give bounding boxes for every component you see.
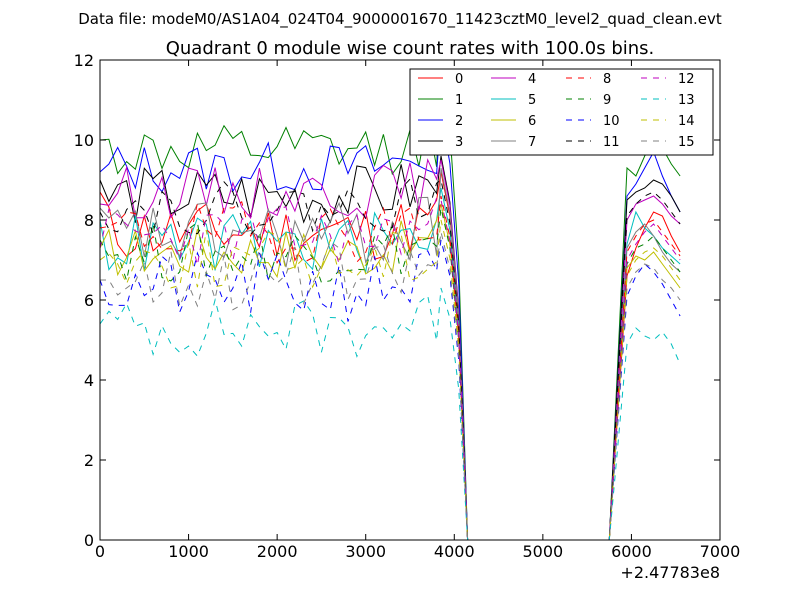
legend-label-4: 4 <box>528 72 536 87</box>
x-tick-label: 6000 <box>611 542 652 561</box>
x-tick-label: 7000 <box>700 542 741 561</box>
legend-label-2: 2 <box>455 114 463 129</box>
y-tick-label: 2 <box>84 451 94 470</box>
chart-title: Quadrant 0 module wise count rates with … <box>166 38 655 59</box>
legend-label-8: 8 <box>603 72 611 87</box>
y-tick-label: 6 <box>84 291 94 310</box>
plot-frame <box>99 59 721 541</box>
legend-label-13: 13 <box>678 93 695 108</box>
x-tick-label: 1000 <box>168 542 209 561</box>
x-tick-label: 3000 <box>345 542 386 561</box>
x-tick-label: 0 <box>95 542 105 561</box>
legend-label-0: 0 <box>455 72 463 87</box>
x-tick-label: 2000 <box>257 542 298 561</box>
y-tick-label: 8 <box>84 211 94 230</box>
figure-suptitle: Data file: modeM0/AS1A04_024T04_90000016… <box>78 10 722 29</box>
legend-label-11: 11 <box>603 135 620 150</box>
legend-label-3: 3 <box>455 135 463 150</box>
legend-label-5: 5 <box>528 93 536 108</box>
series-line-15 <box>100 231 681 541</box>
legend-label-9: 9 <box>603 93 611 108</box>
x-axis-offset-label: +2.47783e8 <box>620 563 720 582</box>
legend-label-14: 14 <box>678 114 695 129</box>
y-tick-label: 10 <box>74 131 94 150</box>
series-line-14 <box>99 219 681 541</box>
y-tick-label: 12 <box>74 51 94 70</box>
legend-label-10: 10 <box>603 114 620 129</box>
legend-label-6: 6 <box>528 114 536 129</box>
y-tick-label: 4 <box>84 371 94 390</box>
x-tick-label: 5000 <box>522 542 563 561</box>
legend-label-7: 7 <box>528 135 536 150</box>
x-tick-label: 4000 <box>434 542 475 561</box>
legend-label-1: 1 <box>455 93 463 108</box>
legend-label-15: 15 <box>678 135 695 150</box>
y-tick-label: 0 <box>84 531 94 550</box>
legend-label-12: 12 <box>678 72 695 87</box>
legend-frame <box>409 68 714 156</box>
